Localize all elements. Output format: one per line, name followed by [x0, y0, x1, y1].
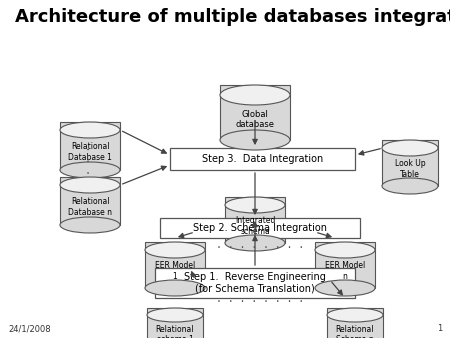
Ellipse shape: [147, 308, 203, 322]
FancyBboxPatch shape: [160, 218, 360, 238]
Ellipse shape: [60, 122, 120, 138]
Text: EER Model
n: EER Model n: [325, 261, 365, 281]
Ellipse shape: [327, 308, 383, 322]
Ellipse shape: [220, 85, 290, 105]
Text: Global
database: Global database: [235, 110, 274, 129]
Ellipse shape: [220, 130, 290, 150]
Polygon shape: [147, 308, 203, 338]
Ellipse shape: [225, 197, 285, 213]
Text: · · · · · · · ·: · · · · · · · ·: [216, 243, 304, 253]
Ellipse shape: [60, 162, 120, 178]
FancyBboxPatch shape: [170, 148, 355, 170]
Ellipse shape: [145, 280, 205, 296]
Ellipse shape: [60, 217, 120, 233]
Polygon shape: [220, 85, 290, 140]
Ellipse shape: [382, 178, 438, 194]
FancyBboxPatch shape: [155, 268, 355, 298]
Text: Relational
Database 1: Relational Database 1: [68, 142, 112, 162]
Text: Step 3.  Data Integration: Step 3. Data Integration: [202, 154, 323, 164]
Text: Architecture of multiple databases integration: Architecture of multiple databases integ…: [15, 8, 450, 26]
Ellipse shape: [60, 177, 120, 193]
Ellipse shape: [315, 280, 375, 296]
Ellipse shape: [315, 242, 375, 258]
Text: Look Up
Table: Look Up Table: [395, 159, 425, 178]
Ellipse shape: [382, 140, 438, 156]
Text: Relational
Schema n: Relational Schema n: [336, 324, 374, 338]
Text: EER Model
1: EER Model 1: [155, 261, 195, 281]
Ellipse shape: [225, 235, 285, 251]
Polygon shape: [382, 140, 438, 186]
Ellipse shape: [145, 242, 205, 258]
Polygon shape: [327, 308, 383, 338]
Text: Relational
schema 1: Relational schema 1: [156, 324, 194, 338]
Text: Step 2. Schema Integration: Step 2. Schema Integration: [193, 223, 327, 233]
Text: · · ·: · · ·: [85, 145, 95, 175]
Polygon shape: [60, 177, 120, 225]
Text: 24/1/2008: 24/1/2008: [8, 324, 50, 333]
Text: Relational
Database n: Relational Database n: [68, 197, 112, 217]
Text: · · · · · · · ·: · · · · · · · ·: [216, 297, 304, 307]
Polygon shape: [145, 242, 205, 288]
Text: 1: 1: [437, 324, 442, 333]
Text: Integrated
schema: Integrated schema: [235, 216, 275, 236]
Text: Step 1.  Reverse Engineering
(for Schema Translation): Step 1. Reverse Engineering (for Schema …: [184, 272, 326, 294]
Polygon shape: [225, 197, 285, 243]
Polygon shape: [315, 242, 375, 288]
Polygon shape: [60, 122, 120, 170]
